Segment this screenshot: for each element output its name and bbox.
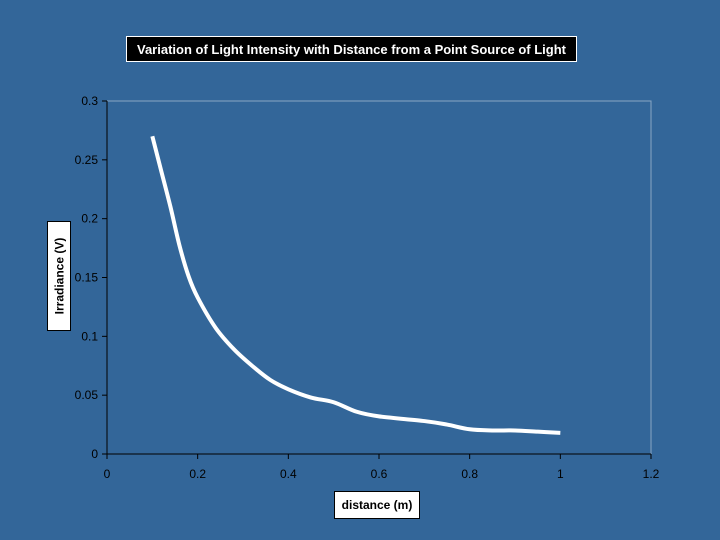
y-tick-label: 0.15 — [75, 271, 99, 285]
y-tick-label: 0.3 — [81, 94, 98, 108]
y-axis-label-box: Irradiance (V) — [47, 221, 71, 331]
series-line — [150, 135, 561, 435]
y-tick-label: 0.2 — [81, 212, 98, 226]
y-tick-label: 0.1 — [81, 329, 98, 343]
x-tick-label: 0 — [104, 467, 111, 481]
x-axis-label: distance (m) — [334, 491, 420, 519]
x-tick-label: 0.2 — [189, 467, 206, 481]
ticks: 0 0.2 0.4 0.6 0.8 1 1.2 0 0.05 0.1 0.15 0.2 0.25 0.3 — [75, 94, 660, 481]
x-tick-label: 0.8 — [461, 467, 478, 481]
x-tick-label: 0.6 — [371, 467, 388, 481]
x-tick-label: 1.2 — [643, 467, 660, 481]
y-tick-label: 0 — [91, 447, 98, 461]
x-tick-label: 0.4 — [280, 467, 297, 481]
series-layer — [150, 135, 561, 435]
x-tick-label: 1 — [557, 467, 564, 481]
y-tick-label: 0.25 — [75, 153, 99, 167]
y-axis-label: Irradiance (V) — [52, 237, 67, 315]
y-tick-label: 0.05 — [75, 388, 99, 402]
chart-title: Variation of Light Intensity with Distan… — [126, 36, 577, 62]
